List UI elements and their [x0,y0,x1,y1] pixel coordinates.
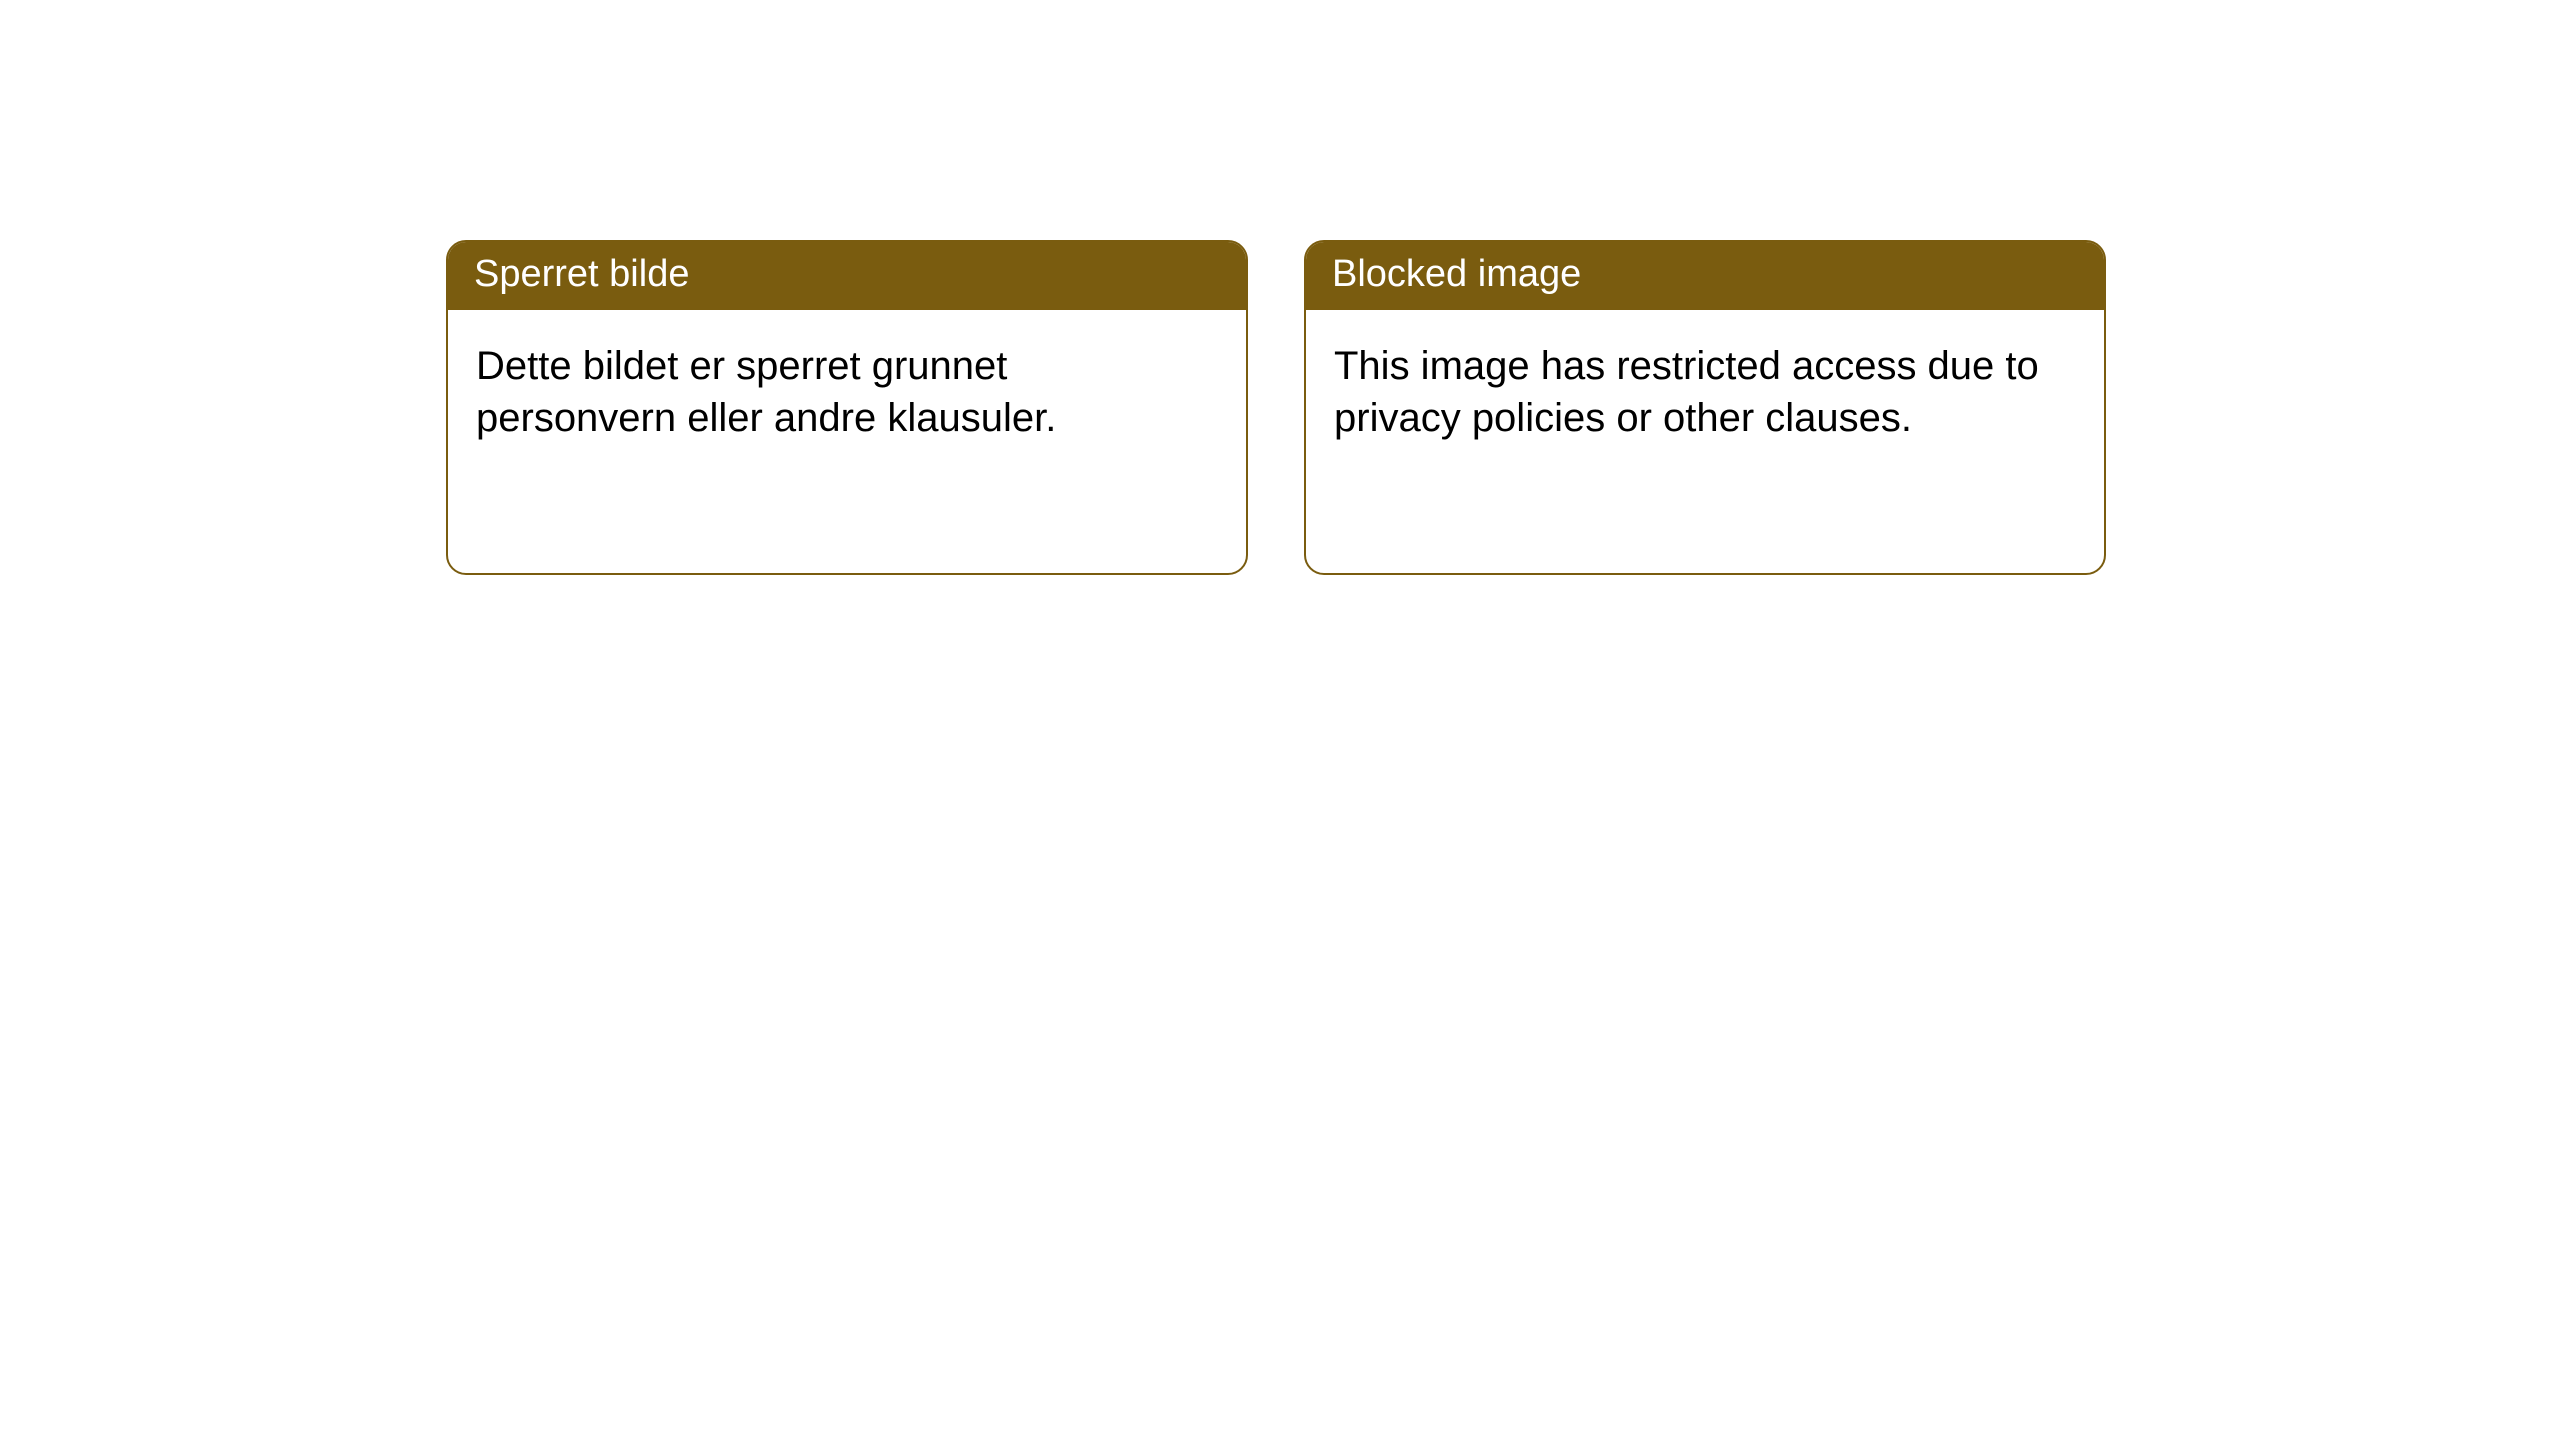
card-title: Sperret bilde [448,242,1246,310]
card-body: Dette bildet er sperret grunnet personve… [448,310,1246,474]
blocked-card-norwegian: Sperret bilde Dette bildet er sperret gr… [446,240,1248,575]
blocked-card-english: Blocked image This image has restricted … [1304,240,2106,575]
card-body: This image has restricted access due to … [1306,310,2104,474]
card-title: Blocked image [1306,242,2104,310]
notice-container: Sperret bilde Dette bildet er sperret gr… [0,0,2560,575]
